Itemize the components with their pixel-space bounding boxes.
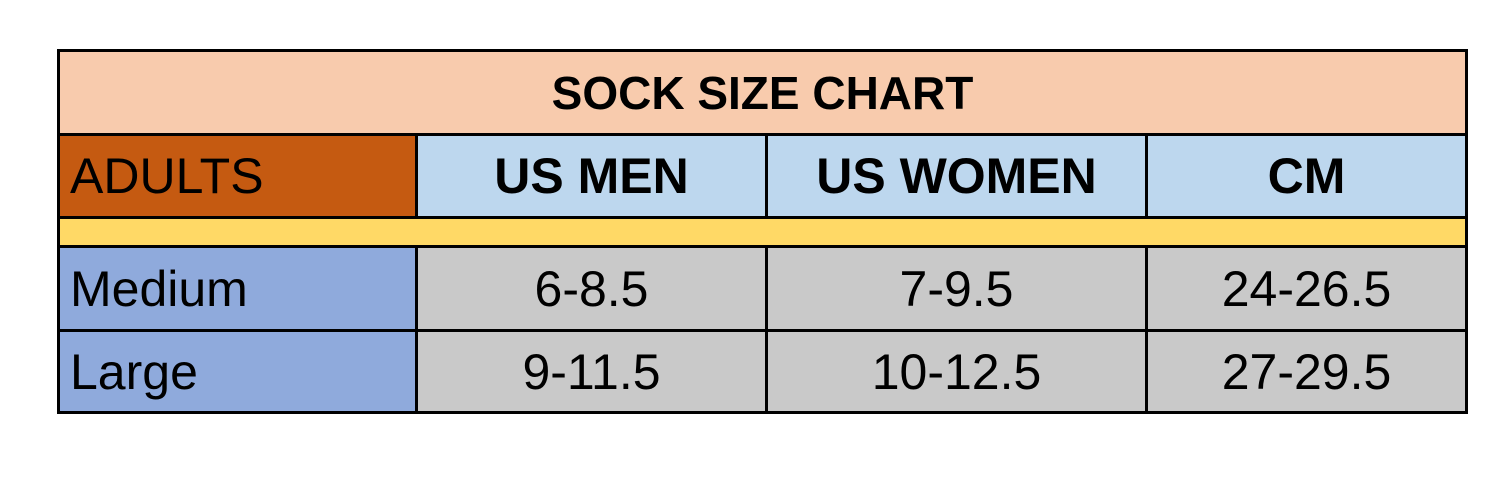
header-cell: ADULTS	[57, 133, 418, 219]
row-label: Medium	[57, 245, 418, 332]
table-cell: 7-9.5	[765, 245, 1148, 332]
table-cell: 24-26.5	[1145, 245, 1468, 332]
separator-strip	[57, 216, 1468, 248]
header-cell: US MEN	[415, 133, 768, 219]
table-cell: 10-12.5	[765, 329, 1148, 414]
table-cell: 27-29.5	[1145, 329, 1468, 414]
header-cell: CM	[1145, 133, 1468, 219]
table-title: SOCK SIZE CHART	[57, 49, 1468, 136]
header-cell: US WOMEN	[765, 133, 1148, 219]
table-cell: 6-8.5	[415, 245, 768, 332]
row-label: Large	[57, 329, 418, 414]
table-cell: 9-11.5	[415, 329, 768, 414]
